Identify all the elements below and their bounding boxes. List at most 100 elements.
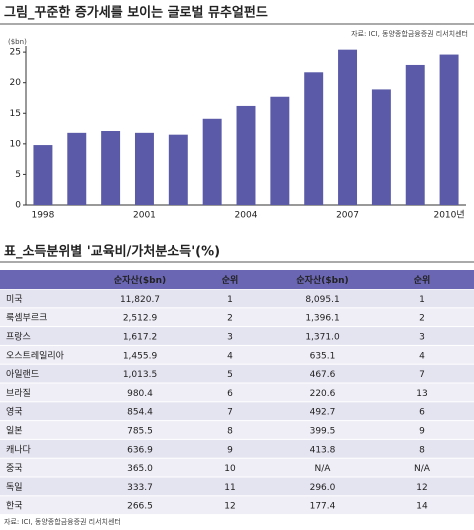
table-row-bg xyxy=(0,439,474,458)
chart-source: 자료: ICI, 동양종합금융증권 리서치센터 xyxy=(351,29,468,38)
table-cell: 365.0 xyxy=(127,464,153,474)
table-cell: 13 xyxy=(416,389,427,399)
table-row-bg xyxy=(0,383,474,402)
bar xyxy=(236,105,256,205)
bar xyxy=(67,132,87,205)
bar xyxy=(371,89,391,205)
table-row-bg xyxy=(0,421,474,439)
table-cell: 1 xyxy=(419,295,425,305)
bar xyxy=(168,134,188,205)
table-cell: 7 xyxy=(227,408,233,418)
y-tick-label: 25 xyxy=(10,48,21,58)
table-cell: N/A xyxy=(315,464,332,474)
table-cell: 9 xyxy=(419,427,425,437)
bar xyxy=(134,132,154,205)
table-cell: 1,013.5 xyxy=(123,370,157,380)
y-tick-label: 10 xyxy=(10,139,22,149)
table-cell: 6 xyxy=(227,389,233,399)
table-cell: 3 xyxy=(227,333,233,343)
y-tick-label: 5 xyxy=(15,170,21,180)
table-row-bg xyxy=(0,458,474,477)
table-cell: 399.5 xyxy=(310,427,336,437)
table-cell: 1 xyxy=(227,295,233,305)
table-row-bg xyxy=(0,477,474,496)
x-tick-label: 2010년 xyxy=(433,210,464,221)
table-cell: 8,095.1 xyxy=(305,295,339,305)
table-cell: 4 xyxy=(227,351,233,361)
table-row-bg xyxy=(0,327,474,345)
y-tick-label: 15 xyxy=(10,109,21,119)
table-cell: 785.5 xyxy=(127,427,153,437)
table-cell: 5 xyxy=(227,370,233,380)
table-header-cell: 순자산($bn) xyxy=(114,274,166,286)
table-cell: 1,371.0 xyxy=(305,333,340,343)
table-cell: 296.0 xyxy=(310,483,336,493)
table-cell: 3 xyxy=(419,333,425,343)
bar xyxy=(101,131,121,205)
row-label: 일본 xyxy=(6,426,23,437)
bar xyxy=(33,145,53,205)
bar xyxy=(202,118,222,205)
bar xyxy=(270,96,290,205)
table-cell: 2 xyxy=(419,314,425,324)
x-tick-label: 1998 xyxy=(31,211,54,221)
table-cell: N/A xyxy=(414,464,431,474)
row-label: 미국 xyxy=(6,294,23,305)
table-row-bg xyxy=(0,496,474,515)
table-source: 자료: ICI, 동양종합금융증권 리서치센터 xyxy=(4,517,121,526)
bar xyxy=(338,49,358,205)
table-cell: 636.9 xyxy=(127,445,153,455)
y-tick-label: 20 xyxy=(10,78,22,88)
table-row-bg xyxy=(0,308,474,327)
table-cell: 1,396.1 xyxy=(305,314,339,324)
row-label: 중국 xyxy=(6,463,23,474)
row-label: 오스트레일리아 xyxy=(6,350,65,361)
y-tick-label: 0 xyxy=(15,201,21,211)
table-cell: 12 xyxy=(224,502,235,512)
table-cell: 1,455.9 xyxy=(123,351,158,361)
table-header-cell: 순위 xyxy=(414,274,431,286)
table-cell: 266.5 xyxy=(127,502,153,512)
table-cell: 1,617.2 xyxy=(123,333,157,343)
table-header-cell: 순위 xyxy=(222,274,239,286)
table-cell: 2 xyxy=(227,314,233,324)
table-cell: 8 xyxy=(419,445,425,455)
table-cell: 11 xyxy=(224,483,235,493)
table-header-cell: 순자산($bn) xyxy=(296,274,348,286)
table-title: 표_소득분위별 '교육비/가처분소득'(%) xyxy=(4,244,220,260)
bar xyxy=(304,72,324,206)
x-tick-label: 2004 xyxy=(235,211,258,221)
row-label: 영국 xyxy=(6,407,23,418)
table-cell: 333.7 xyxy=(127,483,153,493)
row-label: 프랑스 xyxy=(6,331,31,343)
table-cell: 980.4 xyxy=(127,389,153,399)
table-row-bg xyxy=(0,345,474,364)
table-cell: 7 xyxy=(419,370,425,380)
table-row-bg xyxy=(0,289,474,308)
chart-title: 그림_꾸준한 증가세를 보이는 글로벌 뮤추얼펀드 xyxy=(4,5,268,21)
table-cell: 14 xyxy=(416,502,428,512)
table-cell: 12 xyxy=(416,483,427,493)
table-cell: 413.8 xyxy=(310,445,336,455)
row-label: 캐나다 xyxy=(6,444,32,455)
x-tick-label: 2007 xyxy=(336,211,359,221)
row-label: 브라질 xyxy=(6,387,31,399)
table-cell: 10 xyxy=(224,464,236,474)
table-row-bg xyxy=(0,402,474,421)
table-cell: 9 xyxy=(227,445,233,455)
x-tick-label: 2001 xyxy=(133,211,156,221)
table-cell: 177.4 xyxy=(310,502,336,512)
bar xyxy=(405,64,425,205)
bar xyxy=(439,54,459,205)
table-cell: 8 xyxy=(227,427,233,437)
row-label: 아일랜드 xyxy=(6,369,39,380)
row-label: 독일 xyxy=(6,482,23,493)
table-row-bg xyxy=(0,364,474,383)
table-cell: 4 xyxy=(419,351,425,361)
row-label: 한국 xyxy=(6,501,23,512)
table-cell: 6 xyxy=(419,408,425,418)
table-cell: 11,820.7 xyxy=(120,295,160,305)
table-header-bg xyxy=(0,270,474,289)
row-label: 룩셈부르크 xyxy=(6,313,47,324)
table-cell: 635.1 xyxy=(310,351,336,361)
